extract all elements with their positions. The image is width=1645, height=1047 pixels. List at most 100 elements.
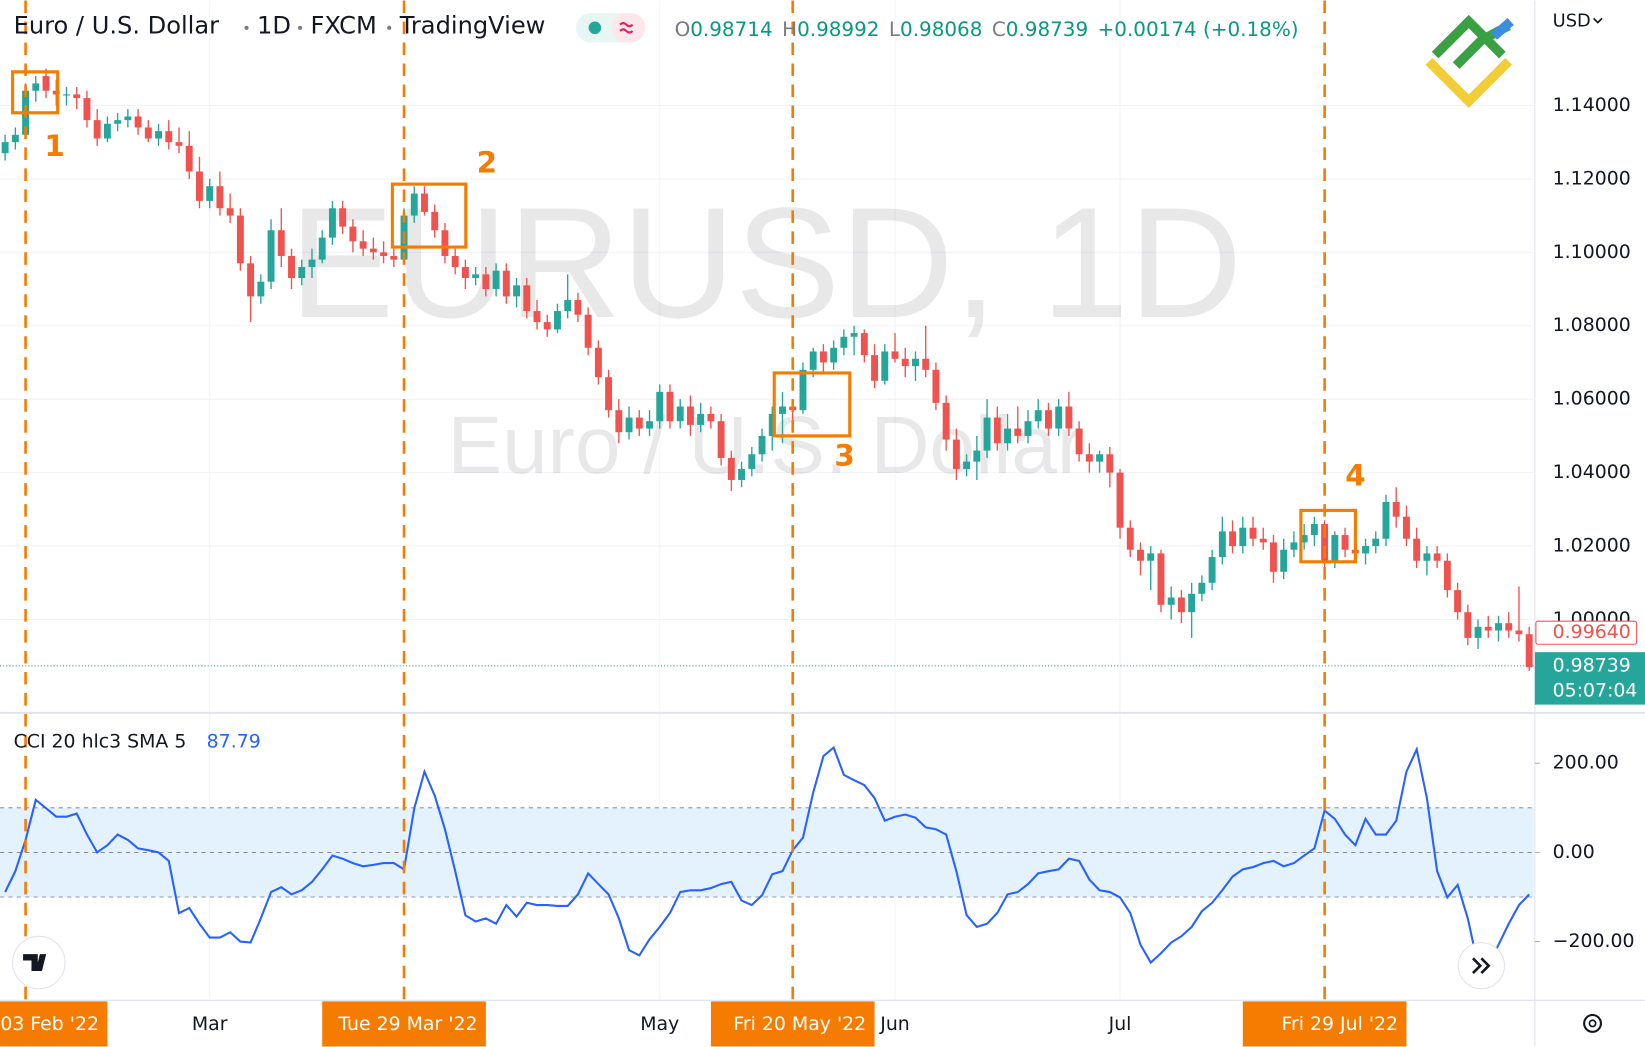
settings-gear xyxy=(1583,1013,1602,1033)
ohlc-key: L xyxy=(889,17,900,40)
candle-body xyxy=(625,417,633,433)
candle-body xyxy=(543,322,551,330)
watermark-description: Euro / U.S. Dollar xyxy=(448,400,1085,491)
candle-body xyxy=(758,435,766,455)
candle-body xyxy=(1423,553,1431,561)
candle-body xyxy=(891,351,899,359)
candle-body xyxy=(461,266,469,279)
candle-body xyxy=(1382,501,1390,539)
candle-body xyxy=(216,186,224,209)
candle-body xyxy=(472,274,480,279)
candle-body xyxy=(1280,549,1288,572)
candle-body xyxy=(1454,590,1462,613)
y-tick-label: 0.00 xyxy=(1553,841,1595,863)
candle-body xyxy=(390,255,398,260)
candle-body xyxy=(1055,406,1063,429)
candle-body xyxy=(114,120,122,124)
candle-body xyxy=(1004,428,1011,444)
candle-body xyxy=(1198,582,1206,594)
candle-body xyxy=(819,351,827,363)
candle-body xyxy=(185,145,193,172)
candle-body xyxy=(267,230,275,282)
separator-dot xyxy=(387,25,392,30)
candle-body xyxy=(871,355,879,381)
annotation-box xyxy=(390,182,468,249)
x-tick-label: Jul xyxy=(1108,1013,1132,1035)
candle-body xyxy=(1413,538,1421,561)
candle-body xyxy=(1495,623,1502,631)
candle-body xyxy=(912,358,919,367)
candle-body xyxy=(1484,626,1492,631)
symbol-description: Euro / U.S. Dollar xyxy=(14,12,220,40)
candle-body xyxy=(1474,626,1482,638)
candle-body xyxy=(727,457,735,480)
marker-date-label: Fri 29 Jul '22 xyxy=(1282,1013,1399,1035)
candle-body xyxy=(983,417,991,451)
candle-body xyxy=(1464,612,1472,638)
candle-body xyxy=(103,123,111,139)
marker-date-box xyxy=(1242,1001,1407,1047)
candle-body xyxy=(339,208,347,227)
source: TradingView xyxy=(399,12,546,40)
candle-body xyxy=(83,98,91,121)
candle-body xyxy=(809,351,817,370)
candle-body xyxy=(1116,472,1124,528)
candle-body xyxy=(523,285,531,312)
candle-body xyxy=(584,314,592,348)
tradingview-logo xyxy=(23,954,47,971)
marker-date-label: 03 Feb '22 xyxy=(0,1013,99,1035)
candle-body xyxy=(932,369,940,403)
candle-body xyxy=(1515,630,1523,635)
annotation-box xyxy=(772,371,852,438)
candle-body xyxy=(380,252,388,256)
candle-body xyxy=(605,377,613,411)
countdown-label: 05:07:04 xyxy=(1553,679,1638,701)
candle-body xyxy=(676,406,684,422)
settings-button[interactable] xyxy=(1583,1013,1602,1033)
candle-body xyxy=(840,336,848,348)
candle-body xyxy=(881,351,889,381)
candle-body xyxy=(1208,557,1216,583)
indicator-value: 87.79 xyxy=(207,731,261,753)
x-tick-label: Jun xyxy=(879,1013,910,1035)
candle-body xyxy=(1085,454,1093,462)
overlay-layer: 1 2 3 4 xyxy=(11,0,1366,1000)
ohlc-value: 0.98992 xyxy=(797,17,879,40)
logo-blue xyxy=(1490,17,1514,40)
currency-chevron xyxy=(1593,17,1603,24)
candle-body xyxy=(656,391,664,422)
last-price-box xyxy=(1534,652,1645,705)
candle-body xyxy=(1096,454,1104,462)
candle-body xyxy=(124,116,132,121)
candle-body xyxy=(901,358,909,367)
ohlc-key: H xyxy=(782,17,797,40)
annotation-label: 2 xyxy=(477,146,497,180)
indicator-title: CCI 20 hlc3 SMA 5 xyxy=(14,731,187,753)
candle-body xyxy=(1300,535,1308,543)
candle-body xyxy=(615,410,623,433)
candle-body xyxy=(799,369,807,411)
ohlc-key: C xyxy=(992,17,1006,40)
price-label-box xyxy=(1535,620,1638,645)
candle-body xyxy=(1126,527,1134,550)
annotation-label: 3 xyxy=(834,438,854,472)
ohlc-change: +0.00174 (+0.18%) xyxy=(1098,17,1299,40)
candle-body xyxy=(288,255,295,279)
y-tick-label: −200.00 xyxy=(1553,930,1635,952)
candle-body xyxy=(748,454,756,469)
y-tick-label: 1.06000 xyxy=(1553,388,1631,410)
candle-body xyxy=(1106,454,1114,473)
candle-body xyxy=(134,116,142,128)
currency[interactable]: USD xyxy=(1553,11,1591,32)
marker-date-label: Fri 20 May '22 xyxy=(733,1013,866,1035)
candle-body xyxy=(451,255,459,267)
candle-body xyxy=(574,300,582,315)
marker-date-box xyxy=(0,1001,108,1047)
candle-body xyxy=(1321,524,1329,561)
candle-body xyxy=(779,406,786,414)
candle-body xyxy=(1433,553,1441,561)
candle-body xyxy=(697,413,705,425)
scroll-icon xyxy=(1472,957,1491,974)
y-tick-label: 1.02000 xyxy=(1553,535,1631,557)
